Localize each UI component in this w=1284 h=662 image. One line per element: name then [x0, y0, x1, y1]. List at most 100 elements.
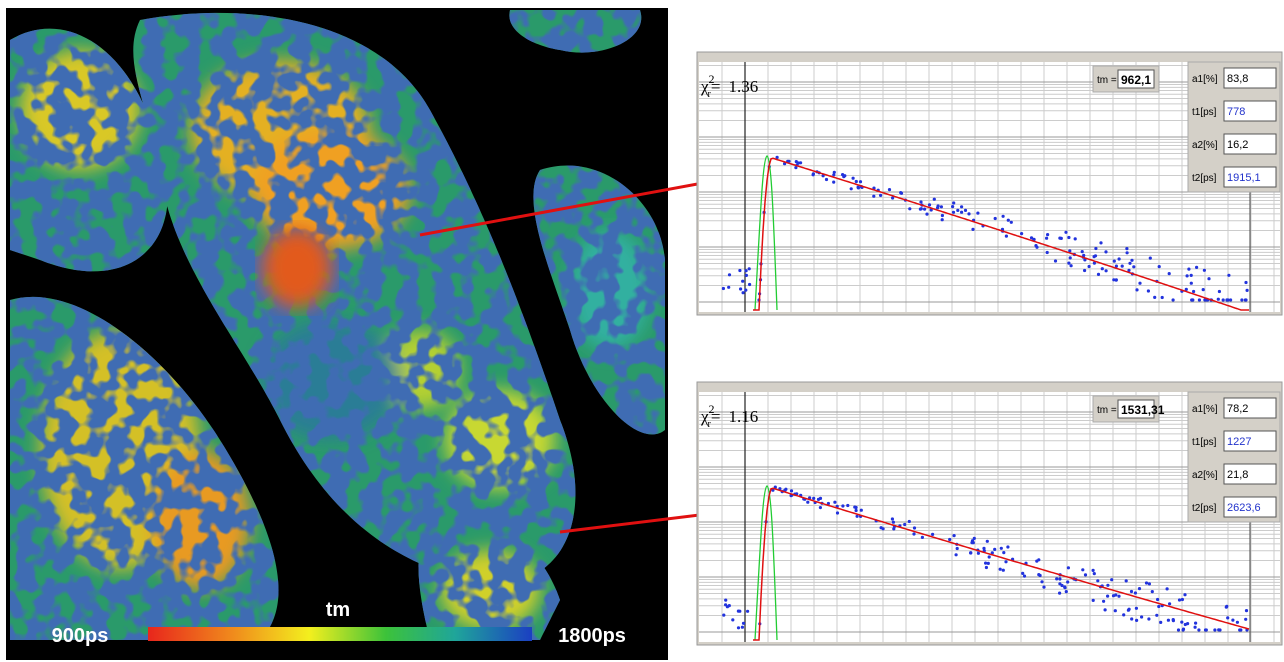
decay-point: [1065, 590, 1068, 593]
decay-point: [1064, 231, 1067, 234]
decay-point: [745, 269, 748, 272]
decay-point: [833, 171, 836, 174]
decay-point: [1067, 262, 1070, 265]
colorbar-min: 900ps: [52, 625, 109, 647]
decay-point: [882, 527, 885, 530]
decay-point: [1058, 577, 1061, 580]
decay-point: [1183, 593, 1186, 596]
decay-point: [1147, 289, 1150, 292]
decay-point: [921, 536, 924, 539]
decay-point: [1190, 298, 1193, 301]
decay-point: [1186, 622, 1189, 625]
decay-point: [1106, 584, 1109, 587]
decay-point: [819, 506, 822, 509]
param-label: a2[%]: [1192, 140, 1218, 151]
decay-point: [1083, 269, 1086, 272]
decay-point: [722, 614, 725, 617]
decay-point: [833, 501, 836, 504]
decay-point: [1246, 289, 1249, 292]
param-label: t1[ps]: [1192, 437, 1217, 448]
decay-point: [741, 626, 744, 629]
decay-point: [891, 517, 894, 520]
decay-point: [727, 286, 730, 289]
decay-point: [1035, 560, 1038, 563]
decay-point: [1046, 251, 1049, 254]
decay-point: [971, 539, 974, 542]
decay-point: [1069, 256, 1072, 259]
decay-point: [1074, 237, 1077, 240]
decay-point: [1225, 606, 1228, 609]
decay-point: [1055, 577, 1058, 580]
tm-value: 962,1: [1121, 73, 1151, 87]
param-value: 16,2: [1227, 139, 1248, 151]
decay-point: [1004, 560, 1007, 563]
decay-point: [746, 610, 749, 613]
decay-point: [1020, 232, 1023, 235]
param-label: t2[ps]: [1192, 173, 1217, 184]
decay-point: [1122, 613, 1125, 616]
decay-point: [812, 497, 815, 500]
decay-point: [1030, 236, 1033, 239]
decay-point: [1092, 569, 1095, 572]
decay-point: [1155, 614, 1158, 617]
decay-point: [956, 547, 959, 550]
decay-point: [1177, 628, 1180, 631]
decay-point: [726, 605, 729, 608]
decay-point: [1099, 241, 1102, 244]
decay-point: [1060, 584, 1063, 587]
decay-point: [1130, 590, 1133, 593]
decay-point: [1128, 262, 1131, 265]
decay-point: [853, 506, 856, 509]
decay-point: [920, 207, 923, 210]
decay-point: [908, 520, 911, 523]
decay-point: [1147, 617, 1150, 620]
decay-point: [1172, 298, 1175, 301]
decay-point: [738, 269, 741, 272]
decay-point: [739, 287, 742, 290]
decay-point: [1021, 572, 1024, 575]
decay-point: [952, 211, 955, 214]
decay-point: [741, 280, 744, 283]
decay-point: [1158, 265, 1161, 268]
decay-point: [1130, 617, 1133, 620]
decay-point: [1187, 268, 1190, 271]
decay-point: [1081, 250, 1084, 253]
decay-point: [940, 205, 943, 208]
decay-point: [724, 599, 727, 602]
decay-point: [956, 209, 959, 212]
decay-point: [1102, 600, 1105, 603]
decay-point: [971, 228, 974, 231]
decay-point: [817, 498, 820, 501]
param-value: 78,2: [1227, 403, 1248, 415]
decay-point: [987, 562, 990, 565]
decay-point: [744, 289, 747, 292]
decay-point: [1070, 264, 1073, 267]
decay-point: [999, 568, 1002, 571]
decay-point: [1127, 609, 1130, 612]
decay-point: [1125, 247, 1128, 250]
decay-point: [722, 287, 725, 290]
decay-point: [1157, 605, 1160, 608]
decay-point: [728, 273, 731, 276]
decay-point: [1245, 609, 1248, 612]
decay-point: [1005, 235, 1008, 238]
decay-point: [1178, 598, 1181, 601]
decay-point: [1096, 579, 1099, 582]
decay-point: [850, 187, 853, 190]
decay-point: [912, 532, 915, 535]
decay-point: [1000, 547, 1003, 550]
decay-point: [1084, 573, 1087, 576]
decay-point: [1244, 281, 1247, 284]
decay-point: [1159, 621, 1162, 624]
decay-point: [928, 203, 931, 206]
decay-point: [900, 192, 903, 195]
decay-point: [1094, 247, 1097, 250]
decay-point: [936, 206, 939, 209]
decay-point: [1104, 608, 1107, 611]
decay-point: [1135, 607, 1138, 610]
decay-point: [731, 618, 734, 621]
decay-point: [1182, 628, 1185, 631]
decay-point: [1198, 298, 1201, 301]
decay-point: [1180, 621, 1183, 624]
